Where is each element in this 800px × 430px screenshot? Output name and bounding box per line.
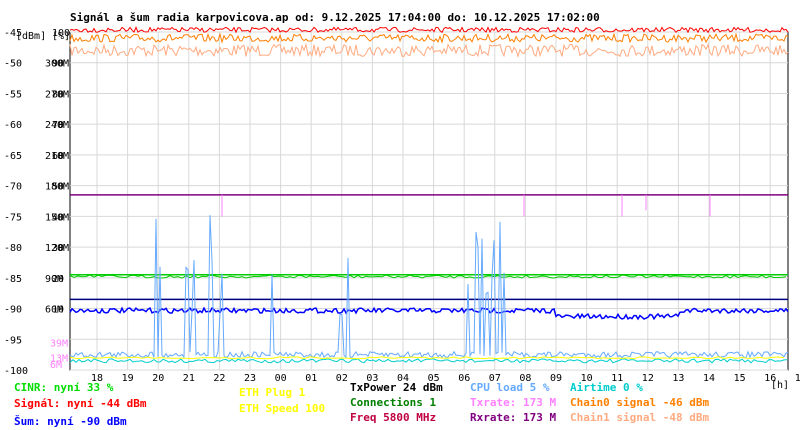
legend-txpower: TxPower 24 dBm <box>350 381 443 394</box>
hour-tick-label: 07 <box>489 373 501 384</box>
pct-tick-label: 40 <box>52 212 64 223</box>
chart-title: Signál a šum radia karpovicova.ap od: 9.… <box>70 11 600 24</box>
rate-tick-label: 300M <box>45 59 69 70</box>
dbm-tick-label: -75 <box>4 212 22 223</box>
legend-connections: Connections 1 <box>350 396 437 409</box>
series-chain1 <box>69 42 789 59</box>
legend-eth-speed: ETH Speed 100 <box>239 402 326 415</box>
dbm-tick-label: -45 <box>4 28 22 39</box>
pct-tick-label: 50 <box>52 182 64 193</box>
hour-tick-label: 12 <box>642 373 654 384</box>
dbm-tick-label: -70 <box>4 182 22 193</box>
pct-tick-label: 30 <box>52 243 64 254</box>
legend-signal: Signál: nyní -44 dBm <box>14 397 147 410</box>
rate-extra-label: 6M <box>50 360 62 371</box>
hour-tick-label: 00 <box>275 373 287 384</box>
hour-tick-label: 02 <box>336 373 348 384</box>
legend-cinr: CINR: nyní 33 % <box>14 381 114 394</box>
dbm-tick-label: -50 <box>4 59 22 70</box>
hour-tick-label: 18 <box>91 373 103 384</box>
hour-tick-label: 09 <box>550 373 562 384</box>
legend-rxrate: Rxrate: 173 M <box>470 411 557 424</box>
legend-freq: Freq 5800 MHz <box>350 411 437 424</box>
rate-tick-label: 120M <box>45 243 69 254</box>
dbm-tick-label: -100 <box>4 366 28 377</box>
dbm-tick-label: -55 <box>4 89 22 100</box>
rate-tick-label: 90M <box>45 274 63 285</box>
pct-tick-label: 70 <box>52 120 64 131</box>
hour-tick-label: 19 <box>122 373 134 384</box>
hour-tick-label: 11 <box>611 373 623 384</box>
series-cpu-load <box>69 215 789 359</box>
dbm-tick-label: -85 <box>4 274 22 285</box>
rate-tick-label: 180M <box>45 182 69 193</box>
hour-tick-label: 04 <box>397 373 409 384</box>
series-connections <box>69 274 787 279</box>
legend-airtime: Airtime 0 % <box>570 381 643 394</box>
dbm-tick-label: -65 <box>4 151 22 162</box>
dbm-tick-label: -60 <box>4 120 22 131</box>
rate-tick-label: 210M <box>45 151 69 162</box>
pct-tick-label: 80 <box>52 89 64 100</box>
chart-axes: -45-50-55-60-65-70-75-80-85-90-95-100100… <box>4 28 800 384</box>
hour-tick-label: 16 <box>764 373 776 384</box>
series-noise <box>69 306 789 321</box>
hour-tick-label: 22 <box>213 373 225 384</box>
dbm-tick-label: -90 <box>4 305 22 316</box>
legend-chain0: Chain0 signal -46 dBm <box>570 396 710 409</box>
pct-unit-label: [%] <box>52 31 71 42</box>
hour-tick-label: 15 <box>734 373 746 384</box>
rate-tick-label: 60M <box>45 305 63 316</box>
dbm-unit-label: [dBm] <box>16 31 47 42</box>
series-signal <box>69 26 789 34</box>
rate-tick-label: 150M <box>45 212 69 223</box>
pct-tick-label: 20 <box>52 274 64 285</box>
legend-chain1: Chain1 signal -48 dBm <box>570 411 710 424</box>
legend-cpu-load: CPU load 5 % <box>470 381 550 394</box>
hour-tick-label: 20 <box>152 373 164 384</box>
chart-grid <box>69 31 789 371</box>
chart-series <box>69 26 789 364</box>
hour-tick-label: 03 <box>366 373 378 384</box>
hour-tick-label: 21 <box>183 373 195 384</box>
rate-extra-label: 13M <box>50 354 68 365</box>
series-cinr <box>69 358 788 364</box>
dbm-tick-label: -80 <box>4 243 22 254</box>
pct-tick-label: 60 <box>52 151 64 162</box>
legend-noise: Šum: nyní -90 dBm <box>14 415 127 428</box>
hour-tick-label: 08 <box>519 373 531 384</box>
hour-tick-label: 23 <box>244 373 256 384</box>
rate-extra-label: 39M <box>50 338 68 349</box>
series-chain0 <box>69 32 789 44</box>
hour-tick-label: 10 <box>581 373 593 384</box>
hour-tick-label: 14 <box>703 373 715 384</box>
legend-txrate: Txrate: 173 M <box>470 396 557 409</box>
rate-tick-label: 270M <box>45 89 69 100</box>
hour-tick-label: 17 <box>795 373 800 384</box>
plot-area <box>69 31 789 371</box>
pct-tick-label: 10 <box>52 305 64 316</box>
hour-tick-label: 05 <box>428 373 440 384</box>
dbm-tick-label: -95 <box>4 335 22 346</box>
series-eth <box>69 356 785 360</box>
pct-tick-label: 100 <box>52 28 70 39</box>
pct-tick-label: 90 <box>52 59 64 70</box>
hour-tick-label: 06 <box>458 373 470 384</box>
legend-eth-plug: ETH Plug 1 <box>239 386 306 399</box>
rate-tick-label: 240M <box>45 120 69 131</box>
hour-tick-label: 01 <box>305 373 317 384</box>
hour-unit-label: [h] <box>771 380 790 391</box>
hour-tick-label: 13 <box>672 373 684 384</box>
